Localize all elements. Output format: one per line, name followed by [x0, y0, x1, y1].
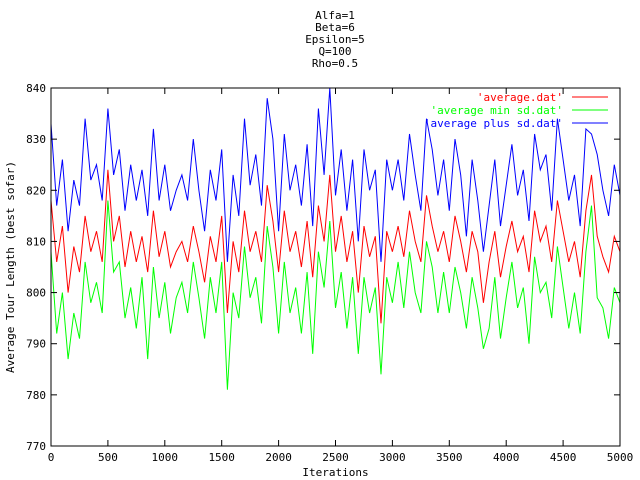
- series-line-2: [50, 200, 621, 390]
- title-line: Alfa=1: [315, 9, 355, 22]
- x-tick-label: 5000: [607, 451, 634, 464]
- x-tick-label: 4500: [550, 451, 577, 464]
- series-lines: [50, 87, 621, 390]
- y-tick-label: 780: [26, 389, 46, 402]
- title-line: Epsilon=5: [305, 33, 365, 46]
- x-tick-label: 3500: [436, 451, 463, 464]
- legend-label: 'average min sd.dat': [431, 104, 563, 117]
- y-tick-label: 810: [26, 235, 46, 248]
- legend-label: 'average.dat': [477, 91, 563, 104]
- x-tick-label: 2500: [322, 451, 349, 464]
- y-tick-label: 770: [26, 440, 46, 453]
- x-tick-label: 1000: [152, 451, 179, 464]
- legend: 'average.dat''average min sd.dat''averag…: [424, 91, 608, 130]
- y-axis-label: Average Tour Length (best sofar): [4, 161, 17, 373]
- series-line-1: [50, 169, 621, 324]
- title-line: Beta=6: [315, 21, 355, 34]
- x-axis-ticks: 0 500 1000 1500 2000 2500 3000 3500 4000 4500 5000: [48, 88, 634, 464]
- y-tick-label: 820: [26, 184, 46, 197]
- plot-frame: [50, 87, 621, 447]
- legend-label: 'average plus sd.dat': [424, 117, 563, 130]
- y-tick-label: 790: [26, 338, 46, 351]
- series-line-3: [50, 87, 621, 262]
- x-tick-label: 1500: [208, 451, 235, 464]
- x-tick-label: 0: [48, 451, 55, 464]
- x-tick-label: 3000: [379, 451, 406, 464]
- title-line: Q=100: [318, 45, 351, 58]
- x-tick-label: 4000: [493, 451, 520, 464]
- y-axis-ticks: 770 780 790 800 810 820 830 840: [26, 82, 620, 453]
- y-tick-label: 840: [26, 82, 46, 95]
- x-tick-label: 500: [98, 451, 118, 464]
- y-tick-label: 800: [26, 287, 46, 300]
- x-axis-label: Iterations: [302, 466, 368, 479]
- y-tick-label: 830: [26, 133, 46, 146]
- title-line: Rho=0.5: [312, 57, 358, 70]
- x-tick-label: 2000: [265, 451, 292, 464]
